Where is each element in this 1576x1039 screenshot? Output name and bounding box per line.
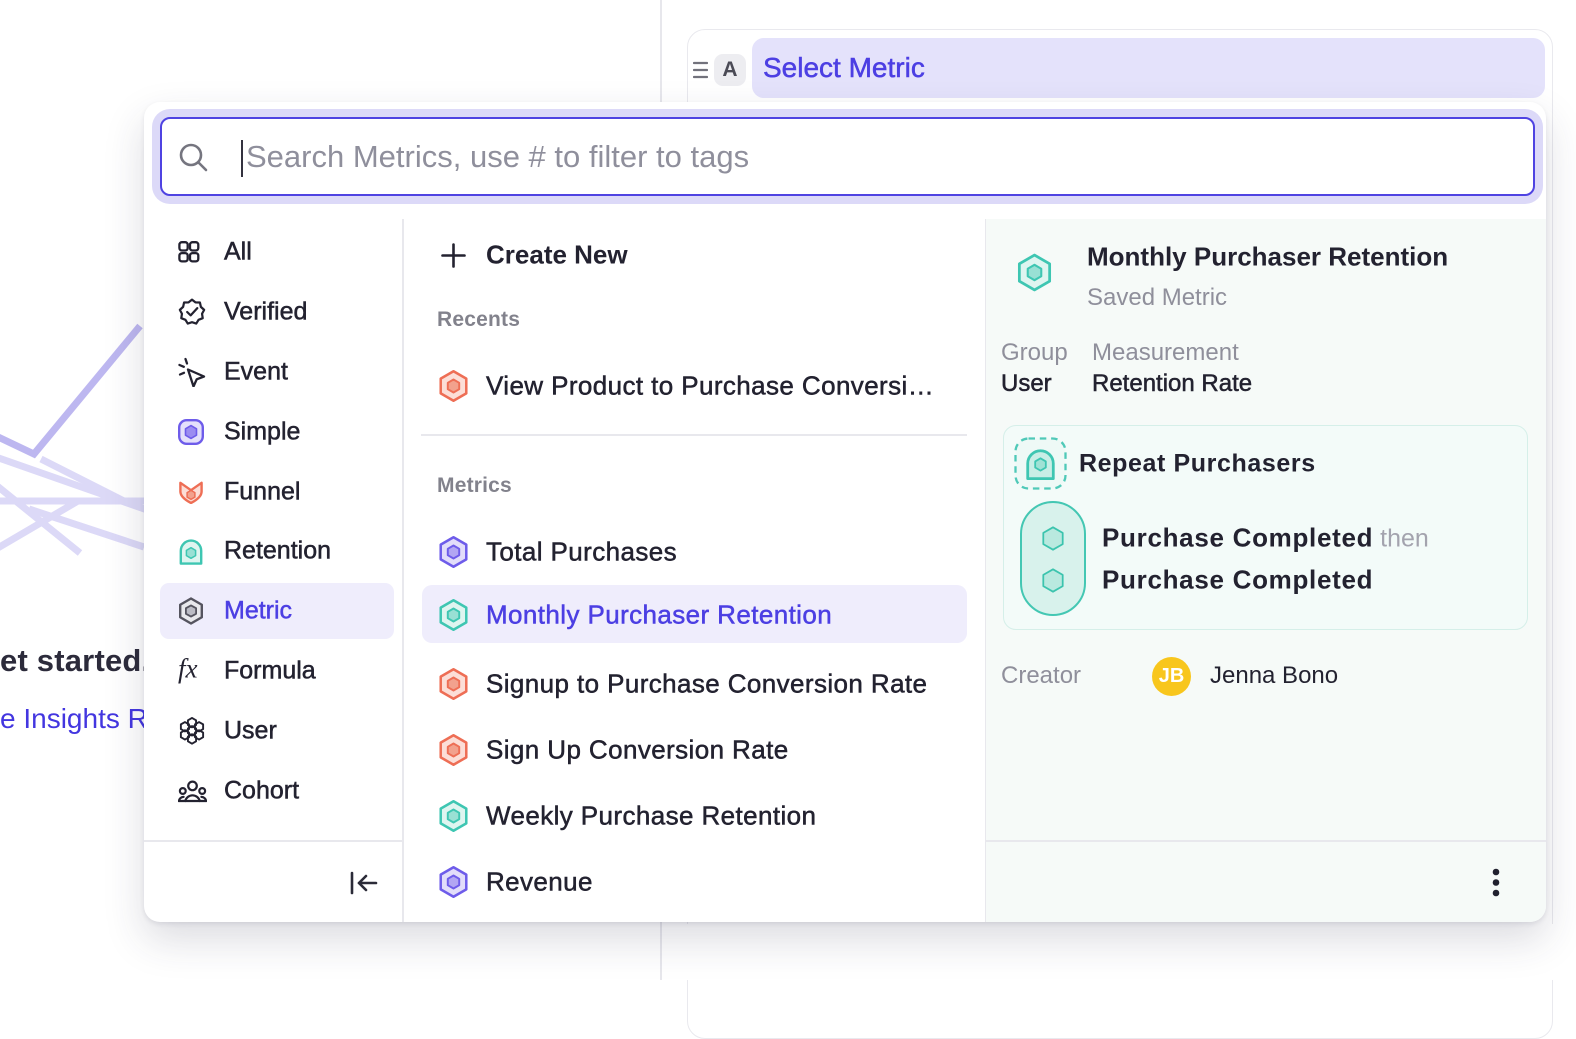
svg-text:fx: fx	[178, 654, 198, 684]
